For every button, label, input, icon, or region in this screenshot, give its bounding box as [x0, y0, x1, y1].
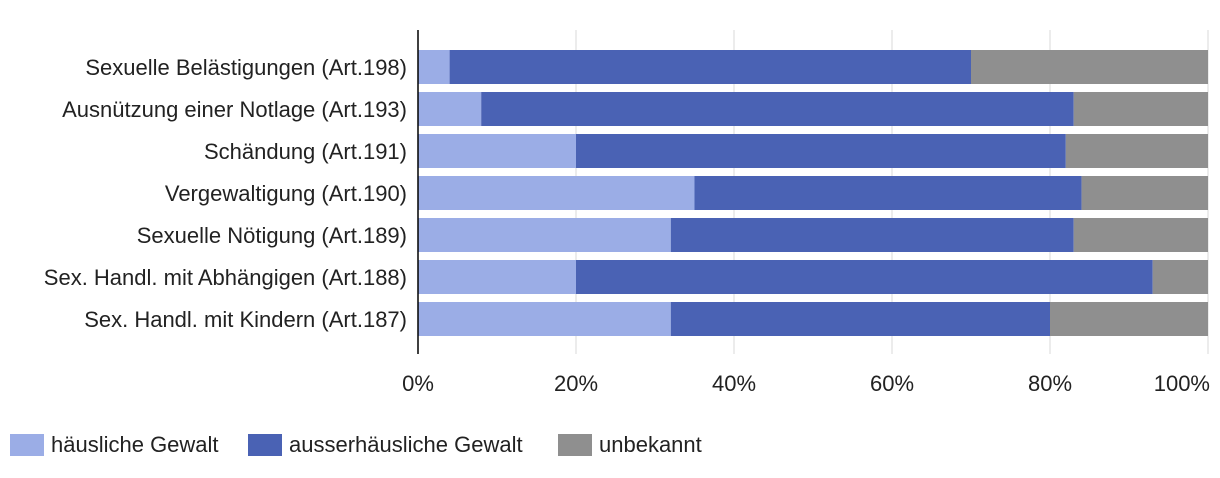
x-tick-label: 0%	[402, 371, 434, 396]
category-label: Vergewaltigung (Art.190)	[165, 181, 407, 206]
bar-segment	[449, 50, 972, 84]
category-label: Sexuelle Nötigung (Art.189)	[137, 223, 407, 248]
bar-segment	[481, 92, 1074, 126]
bar-segment	[418, 302, 671, 336]
bar-segment	[418, 92, 482, 126]
bar-segment	[418, 260, 576, 294]
bar-segment	[418, 218, 671, 252]
x-tick-label: 20%	[554, 371, 598, 396]
category-label: Sexuelle Belästigungen (Art.198)	[85, 55, 407, 80]
bar-segment	[576, 134, 1066, 168]
bars	[418, 50, 1208, 336]
legend-label: unbekannt	[599, 432, 702, 457]
bar-segment	[1050, 302, 1208, 336]
category-label: Schändung (Art.191)	[204, 139, 407, 164]
bar-segment	[670, 218, 1074, 252]
legend-swatch	[248, 434, 282, 456]
x-tick-labels: 0% 20% 40% 60% 80% 100%	[402, 371, 1210, 396]
bar-segment	[418, 176, 695, 210]
legend-swatch	[10, 434, 44, 456]
legend-label: ausserhäusliche Gewalt	[289, 432, 523, 457]
bar-segment	[670, 302, 1050, 336]
bar-segment	[1073, 92, 1208, 126]
legend: häusliche Gewalt ausserhäusliche Gewalt un…	[10, 432, 702, 457]
category-label: Ausnützung einer Notlage (Art.193)	[62, 97, 407, 122]
x-tick-label: 40%	[712, 371, 756, 396]
category-labels: Sexuelle Belästigungen (Art.198) Ausnützu…	[44, 55, 407, 332]
x-tick-label: 80%	[1028, 371, 1072, 396]
bar-segment	[694, 176, 1082, 210]
bar-segment	[1152, 260, 1208, 294]
bar-segment	[418, 134, 576, 168]
bar-segment	[418, 50, 450, 84]
bar-segment	[1065, 134, 1208, 168]
bar-segment	[1081, 176, 1208, 210]
bar-segment	[1073, 218, 1208, 252]
category-label: Sex. Handl. mit Abhängigen (Art.188)	[44, 265, 407, 290]
x-tick-label: 100%	[1154, 371, 1210, 396]
x-tick-label: 60%	[870, 371, 914, 396]
category-label: Sex. Handl. mit Kindern (Art.187)	[84, 307, 407, 332]
bar-segment	[971, 50, 1208, 84]
legend-label: häusliche Gewalt	[51, 432, 219, 457]
legend-swatch	[558, 434, 592, 456]
bar-segment	[576, 260, 1153, 294]
